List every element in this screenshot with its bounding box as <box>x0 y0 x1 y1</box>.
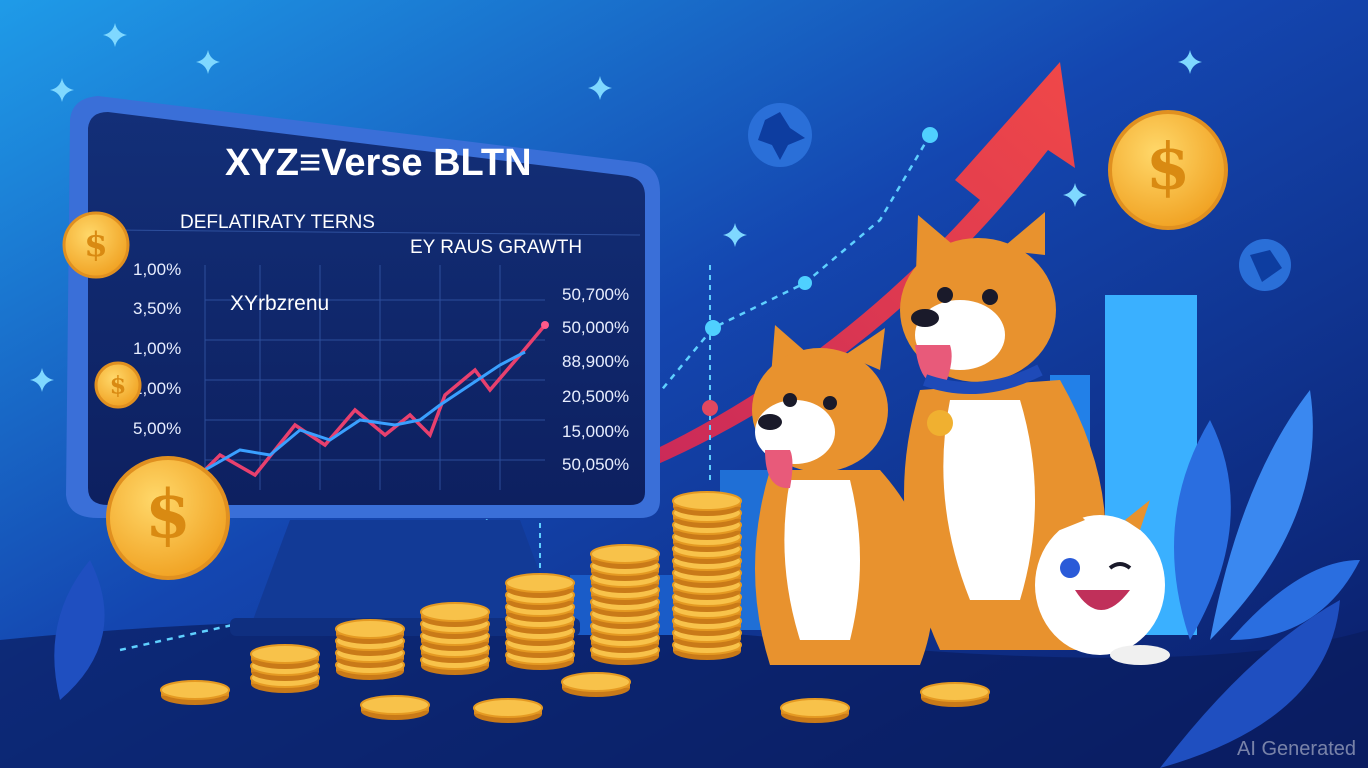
big-coins-part <box>94 361 142 409</box>
screen-title: XYZ≡Verse BLTN <box>225 142 532 184</box>
puppy <box>1035 500 1170 665</box>
big-dog-part <box>927 410 953 436</box>
leaves-part <box>1160 600 1340 768</box>
big-coins-part <box>1108 110 1228 230</box>
right-label: 50,700% <box>562 285 629 304</box>
monitor-part-part <box>109 229 641 236</box>
planets-part <box>758 112 805 160</box>
right-label: 50,000% <box>562 318 629 337</box>
puppy-part <box>1060 500 1085 530</box>
right-label: 15,000% <box>562 422 629 441</box>
coin-symbol: $ <box>84 225 108 265</box>
left-label: 1,00% <box>133 260 181 279</box>
planets-part <box>1250 250 1282 282</box>
puppy-part <box>1060 558 1080 578</box>
left-label: 3,50% <box>133 299 181 318</box>
monitor-part <box>541 321 549 329</box>
coin-symbol: $ <box>145 475 191 553</box>
left-label: 5,00% <box>133 419 181 438</box>
puppy-part <box>1125 500 1150 530</box>
dotted-trend-part <box>798 276 812 290</box>
small-dog-part <box>765 450 793 489</box>
big-coins: $ $ $ $ <box>62 110 1228 580</box>
small-dog-part <box>784 480 860 640</box>
growth-arrow <box>610 62 1075 478</box>
dotted-trend-part <box>119 134 932 652</box>
coin <box>920 682 990 708</box>
big-dog-part <box>911 309 939 327</box>
watermark: AI Generated <box>1237 738 1356 760</box>
planets <box>748 103 1291 291</box>
coin <box>160 680 230 706</box>
small-dog-part <box>845 328 885 370</box>
coin <box>473 698 543 724</box>
series-label: XYrbzrenu <box>230 292 329 315</box>
coin <box>360 695 430 721</box>
right-label: 88,900% <box>562 352 629 371</box>
right-labels: 50,700% 50,000% 88,900% 20,500% 15,000% … <box>562 285 629 474</box>
monitor: XYZ≡Verse BLTN DEFLATIRATY TERNS EY RAUS… <box>66 96 660 636</box>
big-dog-part <box>1000 212 1045 255</box>
leaves <box>54 390 1360 768</box>
puppy-part <box>1035 515 1165 655</box>
coin <box>590 544 660 570</box>
left-labels: 1,00% 3,50% 1,00% 1,00% 5,00% <box>133 260 181 438</box>
puppy-part <box>1075 590 1130 610</box>
coin <box>780 698 850 724</box>
left-label: 1,00% <box>133 339 181 358</box>
small-dog <box>752 325 934 665</box>
leaves-part <box>1174 420 1231 640</box>
monitor-part <box>230 618 580 636</box>
small-dog-part <box>783 393 797 407</box>
big-dog-part <box>922 364 1043 394</box>
coin-symbol: $ <box>110 371 127 400</box>
coin <box>420 602 490 628</box>
screen-subtitle-left: DEFLATIRATY TERNS <box>180 212 375 233</box>
coin <box>505 573 575 599</box>
leaves-part <box>1230 560 1360 640</box>
big-coins-part <box>62 211 130 279</box>
coin-symbol: $ <box>1146 130 1191 205</box>
small-dog-part <box>823 396 837 410</box>
right-label: 20,500% <box>562 387 629 406</box>
monitor-part <box>109 229 641 490</box>
big-dog-part <box>915 345 952 386</box>
coin <box>250 644 320 670</box>
coin <box>561 672 631 698</box>
coin <box>335 619 405 645</box>
leaves-part <box>54 560 105 700</box>
monitor-part <box>88 112 645 505</box>
monitor-part <box>204 350 526 472</box>
puppy-part <box>1108 562 1132 570</box>
dotted-trend-part <box>705 320 721 336</box>
dotted-trend-part <box>922 127 938 143</box>
big-dog-part <box>937 287 953 303</box>
big-coins-part <box>106 456 230 580</box>
big-dog-part <box>943 400 1035 600</box>
screen-subtitle-right: EY RAUS GRAWTH <box>410 237 582 258</box>
puppy-part <box>1110 645 1170 665</box>
leaves-part <box>1210 390 1313 640</box>
dotted-trend-part <box>702 400 718 416</box>
right-label: 50,050% <box>562 455 629 474</box>
monitor-part <box>250 520 560 628</box>
small-dog-part <box>758 414 782 430</box>
left-label: 1,00% <box>133 379 181 398</box>
coin <box>672 491 742 517</box>
big-dog-part <box>982 289 998 305</box>
